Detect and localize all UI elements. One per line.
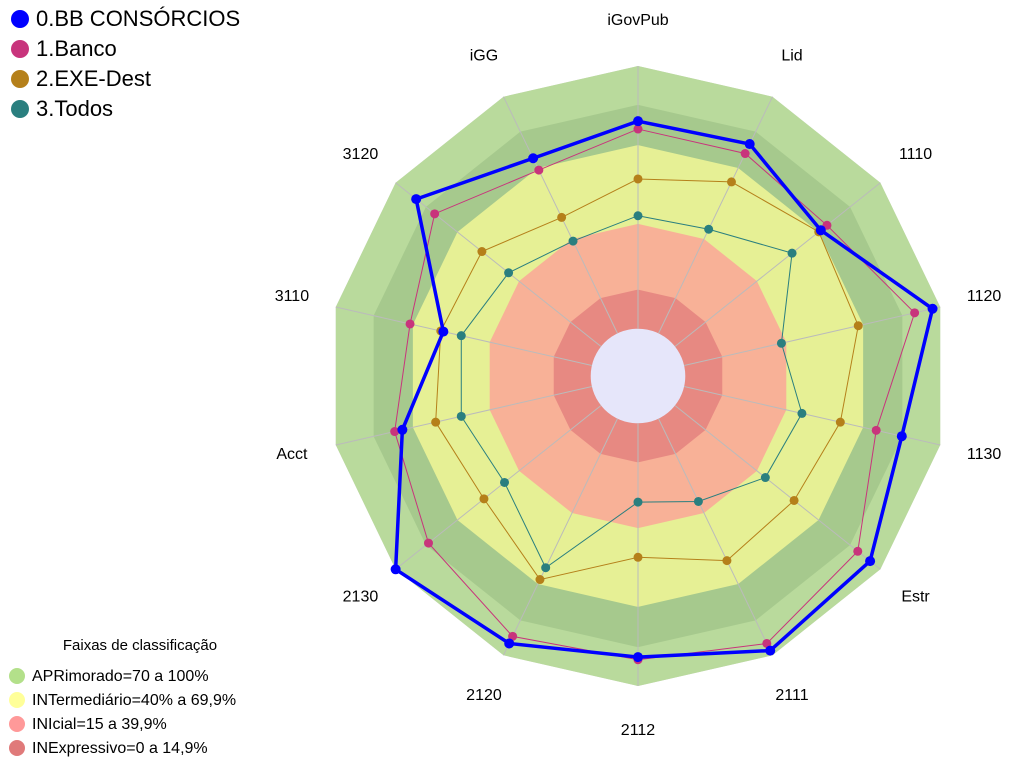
series-point (871, 425, 881, 435)
spoke (395, 182, 602, 347)
axis-label: Estr (901, 589, 930, 606)
series-point (557, 212, 567, 222)
spoke (658, 96, 773, 334)
spoke (658, 418, 773, 656)
axis-label: Lid (781, 47, 802, 64)
series-point (787, 248, 797, 258)
series-point (633, 211, 643, 221)
series-point (633, 116, 643, 127)
legend-marker (11, 40, 29, 58)
series-point (541, 563, 551, 573)
series-point (853, 546, 863, 556)
series-point (797, 408, 807, 418)
series-point (504, 638, 515, 649)
series-point (390, 564, 401, 575)
axis-label: 1120 (967, 288, 1002, 305)
series-point (456, 411, 466, 421)
axis-label: 2120 (466, 687, 502, 704)
legend-marker (11, 100, 29, 118)
legend-label: 1.Banco (36, 36, 117, 61)
series-point (504, 268, 514, 278)
band-legend-marker (9, 740, 25, 756)
series-point (765, 645, 776, 656)
series-point (499, 477, 509, 487)
band-legend-marker (9, 692, 25, 708)
series-point (405, 319, 415, 329)
axis-label: 1110 (899, 146, 932, 163)
legend-label: 0.BB CONSÓRCIOS (36, 6, 240, 31)
band-legend-label: INTermediário=40% a 69,9% (32, 692, 236, 709)
legend-label: 2.EXE-Dest (36, 66, 151, 91)
axis-label: 2130 (343, 589, 379, 606)
axis-label: iGG (470, 47, 498, 64)
series-point (479, 494, 489, 504)
series-point (535, 575, 545, 585)
series-point (528, 153, 539, 164)
series-point (865, 556, 876, 567)
series-point (835, 417, 845, 427)
series-point (438, 326, 449, 337)
spoke (683, 306, 941, 366)
series-point (722, 556, 732, 566)
series-point (568, 236, 578, 246)
series-point (704, 224, 714, 234)
band-legend-label: INExpressivo=0 a 14,9% (32, 740, 208, 757)
axis-label: 3110 (275, 288, 310, 305)
series-point (815, 225, 826, 236)
axis-label: Acct (276, 446, 308, 463)
series-point (633, 174, 643, 184)
series-point (633, 124, 643, 134)
spoke (503, 418, 618, 656)
series-point (740, 149, 750, 159)
series-point (534, 165, 544, 175)
band-legend-label: INIcial=15 a 39,9% (32, 716, 167, 733)
series-point (390, 427, 400, 437)
band-legend-marker (9, 668, 25, 684)
legend-marker (11, 70, 29, 88)
series-point (789, 495, 799, 505)
series-point (633, 552, 643, 562)
axis-label: 1130 (967, 446, 1002, 463)
axis-label: 3120 (343, 146, 379, 163)
axis-label: 2111 (775, 687, 808, 704)
series-point (744, 139, 755, 150)
series-point (910, 308, 920, 318)
series-point (760, 473, 770, 483)
series-point (693, 496, 703, 506)
series-point (431, 417, 441, 427)
series-point (776, 338, 786, 348)
axis-label: iGovPub (607, 12, 668, 29)
spoke (674, 405, 881, 570)
series-point (430, 209, 440, 219)
series-point (633, 497, 643, 507)
series-point (456, 331, 466, 341)
series-point (726, 177, 736, 187)
bands-title: Faixas de classificação (63, 637, 217, 654)
legend-label: 3.Todos (36, 96, 113, 121)
series-point (633, 652, 643, 663)
series-point (477, 247, 487, 257)
series-point (853, 321, 863, 331)
series-point (397, 424, 408, 435)
series-point (927, 303, 938, 314)
band-legend-marker (9, 716, 25, 732)
axis-label: 2112 (621, 722, 656, 739)
spoke (674, 182, 881, 347)
band-legend-label: APRimorado=70 a 100% (32, 668, 209, 685)
center-disc (590, 328, 686, 424)
series-point (896, 431, 907, 442)
series-point (411, 194, 422, 205)
legend-marker (11, 10, 29, 28)
series-point (423, 538, 433, 548)
